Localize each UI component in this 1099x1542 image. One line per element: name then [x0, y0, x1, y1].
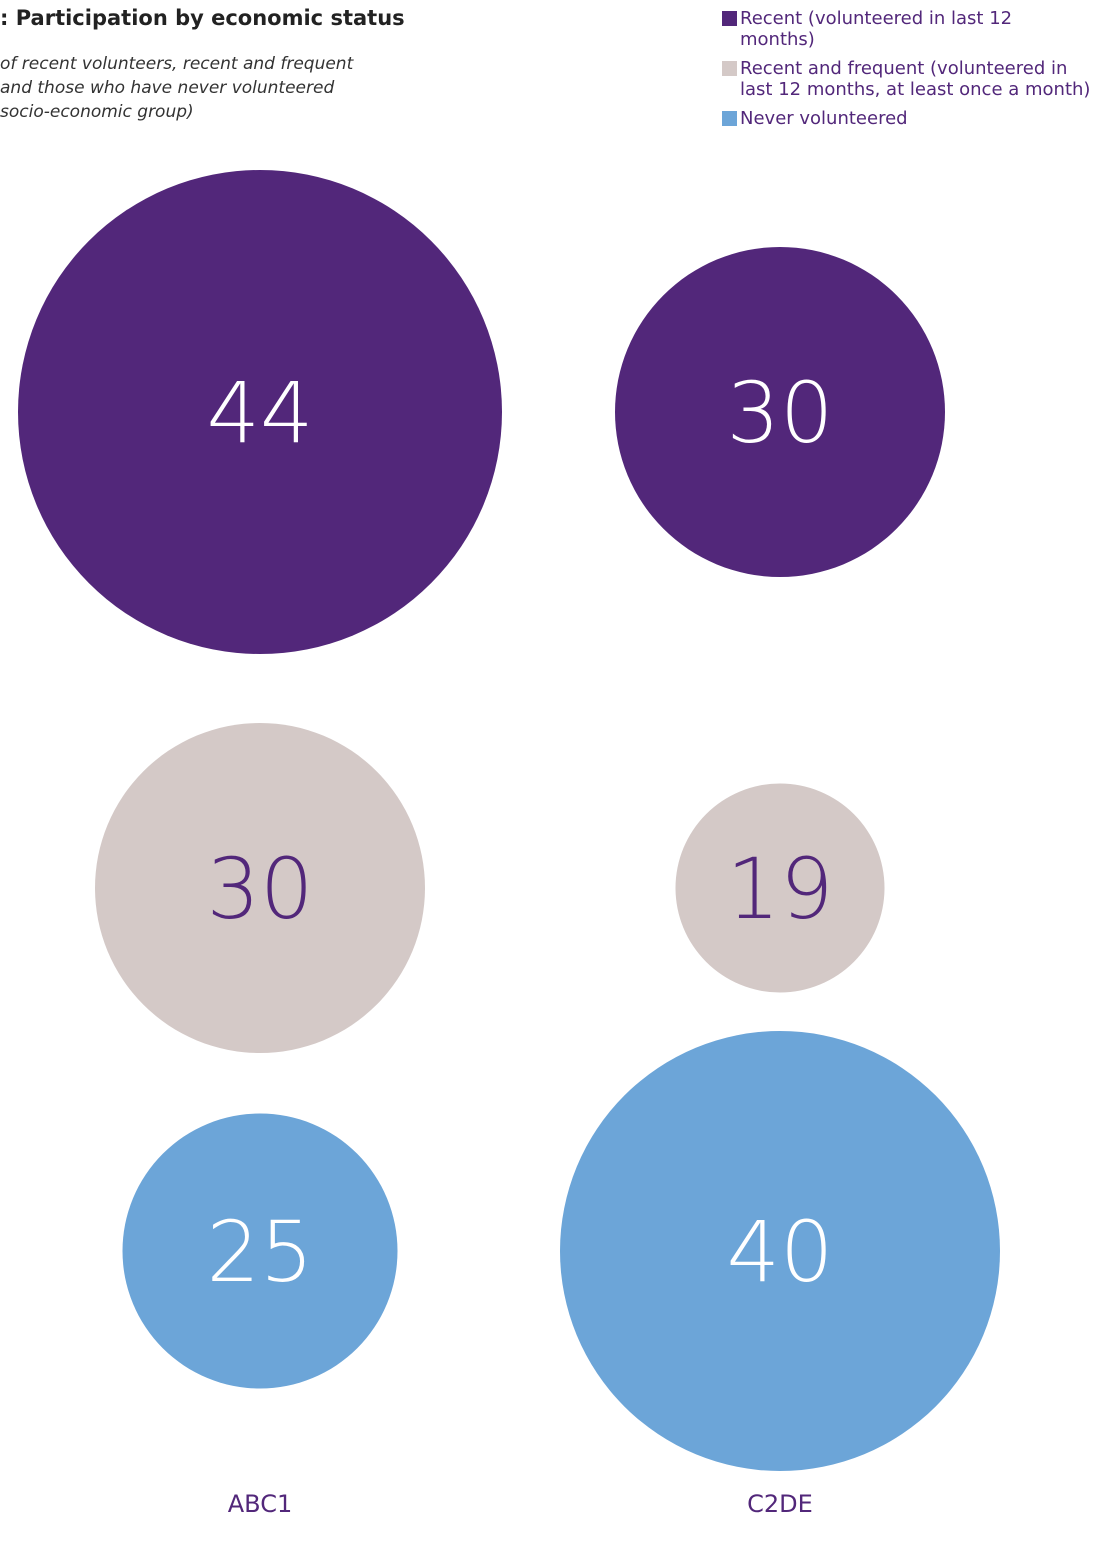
legend-entry: Recent (volunteered in last 12 months) — [722, 8, 1092, 50]
legend-entry: Never volunteered — [722, 108, 1092, 129]
chart-subtitle: of recent volunteers, recent and frequen… — [0, 52, 353, 124]
bubble — [675, 783, 885, 993]
subtitle-line: and those who have never volunteered — [0, 78, 335, 98]
value-label: 30 — [207, 840, 314, 938]
bubble — [122, 1113, 398, 1389]
subtitle-line: of recent volunteers, recent and frequen… — [0, 54, 354, 74]
category-label: C2DE — [747, 1490, 813, 1518]
legend-swatch — [722, 11, 737, 26]
legend-label: Recent (volunteered in last 12 months) — [740, 8, 1013, 50]
bubble — [560, 1031, 1000, 1471]
subtitle-line: socio-economic group) — [0, 102, 194, 122]
value-label: 19 — [727, 840, 834, 938]
bubble — [615, 247, 945, 577]
bubble — [95, 723, 425, 1053]
bubble — [18, 170, 502, 654]
legend-swatch — [722, 61, 737, 76]
legend: Recent (volunteered in last 12 months) Re… — [722, 8, 1092, 137]
legend-swatch — [722, 111, 737, 126]
value-label: 30 — [727, 364, 834, 462]
value-label: 25 — [207, 1203, 314, 1301]
legend-label: Never volunteered — [740, 108, 908, 129]
value-label: 40 — [727, 1203, 834, 1301]
chart-title: : Participation by economic status — [0, 6, 405, 30]
legend-entry: Recent and frequent (volunteered in last… — [722, 58, 1092, 100]
category-label: ABC1 — [228, 1490, 293, 1518]
value-label: 44 — [207, 364, 314, 462]
legend-label: Recent and frequent (volunteered in last… — [740, 58, 1091, 100]
